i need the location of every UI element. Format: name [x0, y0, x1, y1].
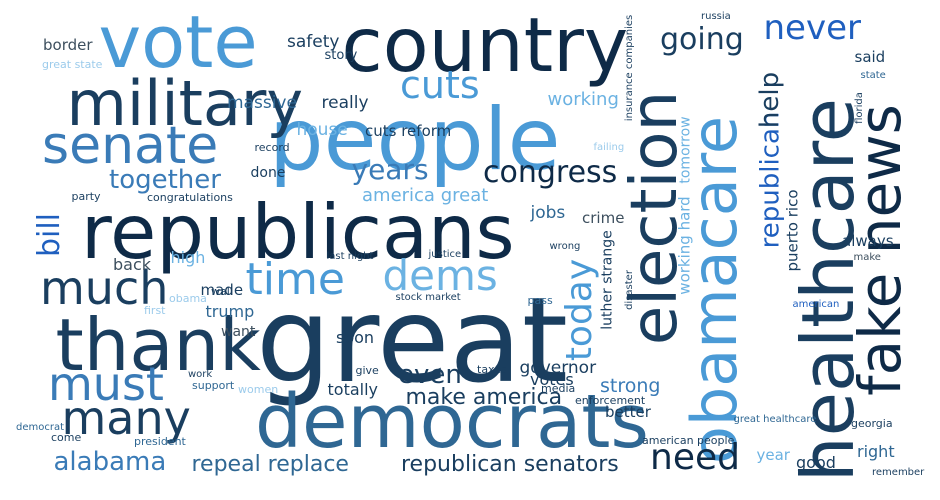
word-women: women — [238, 382, 279, 396]
word-remember: remember — [872, 467, 925, 478]
word-congratulations: congratulations — [147, 190, 233, 204]
word-governor: governor — [519, 357, 597, 378]
word-better: better — [605, 402, 651, 421]
word-american: american — [792, 299, 840, 310]
word-failing: failing — [593, 142, 625, 153]
word-luther-strange: luther strange — [599, 230, 616, 330]
word-military: military — [66, 67, 304, 140]
word-alabama: alabama — [53, 447, 167, 477]
word-going: going — [660, 22, 744, 57]
word-people: people — [269, 90, 561, 190]
word-taxes: taxes — [477, 362, 507, 376]
word-give: give — [355, 363, 379, 377]
word-last-night: last night — [326, 251, 374, 262]
word-bill: bill — [32, 212, 68, 258]
word-support: support — [192, 378, 235, 392]
word-working: working — [547, 89, 619, 110]
word-america-great: america great — [362, 185, 489, 206]
word-trump: trump — [205, 302, 255, 321]
word-wrong: wrong — [549, 241, 581, 252]
word-republicans: republicans — [81, 187, 515, 276]
word-time: time — [245, 254, 345, 305]
word-tomorrow: tomorrow — [677, 116, 694, 184]
word-said: said — [854, 47, 886, 66]
word-work: work — [188, 369, 213, 380]
word-great-state: great state — [42, 57, 103, 71]
word-congress: congress — [483, 155, 618, 190]
word-obama: obama — [169, 291, 207, 305]
word-first: first — [144, 303, 166, 317]
word-fake-news: fake news — [845, 104, 914, 396]
word-right: right — [857, 442, 895, 461]
word-insurance-companies: insurance companies — [624, 14, 636, 122]
word-today: today — [559, 258, 601, 362]
word-together: together — [109, 165, 221, 195]
word-great: great — [256, 271, 568, 409]
word-russia: russia — [701, 11, 731, 22]
word-strong: strong — [600, 374, 661, 397]
word-border: border — [43, 35, 93, 54]
word-pass: pass — [527, 293, 553, 307]
word-good: good — [796, 453, 836, 472]
word-year: year — [756, 445, 790, 464]
word-cuts: cuts — [400, 63, 480, 107]
word-make-america: make america — [405, 385, 563, 410]
word-help: help — [755, 71, 786, 129]
word-always: always — [842, 231, 894, 250]
word-jobs: jobs — [530, 202, 566, 223]
word-made: made — [200, 280, 244, 299]
word-totally: totally — [327, 380, 379, 399]
word-even: even — [398, 360, 462, 390]
word-dems: dems — [382, 251, 498, 300]
word-massive: massive — [227, 92, 297, 113]
word-working-hard: working hard — [675, 195, 694, 295]
word-justice: justice — [428, 249, 462, 260]
word-republican-senators: republican senators — [401, 452, 619, 477]
word-media: media — [541, 381, 576, 395]
word-senate: senate — [42, 116, 219, 176]
word-democrat: democrat — [16, 422, 65, 433]
word-georgia: georgia — [851, 416, 893, 430]
word-high: high — [170, 248, 206, 267]
word-want: want — [221, 324, 256, 340]
word-must: must — [48, 357, 164, 411]
word-state: state — [860, 70, 886, 81]
word-back: back — [113, 255, 152, 274]
word-repeal-replace: repeal replace — [191, 452, 349, 477]
word-democrats: democrats — [255, 379, 649, 465]
word-votes: votes — [530, 370, 574, 389]
word-years: years — [351, 153, 429, 186]
word-florida: florida — [853, 92, 865, 124]
word-come: come — [51, 430, 82, 444]
word-vote: vote — [98, 0, 258, 84]
word-much: much — [40, 261, 169, 315]
word-never: never — [763, 8, 861, 48]
word-president: president — [134, 434, 186, 448]
word-record: record — [254, 140, 290, 154]
word-puerto-rico: puerto rico — [783, 188, 802, 272]
word-need: need — [650, 437, 740, 478]
word-make: make — [853, 252, 881, 263]
word-great-healthcare: great healthcare — [733, 414, 817, 425]
word-safety: safety — [287, 31, 340, 52]
word-enforcement: enforcement — [575, 393, 646, 407]
word-party: party — [71, 189, 101, 203]
word-thank: thank — [55, 303, 261, 387]
word-story: story — [324, 47, 358, 63]
word-stock-market: stock market — [395, 292, 461, 303]
word-cuts-reform: cuts reform — [365, 121, 452, 140]
word-really: really — [321, 92, 369, 113]
word-done: done — [250, 165, 286, 181]
word-crime: crime — [582, 208, 625, 227]
word-many: many — [61, 391, 191, 445]
word-republican: republican — [754, 111, 785, 249]
word-wall: wall — [211, 284, 233, 298]
word-country: country — [341, 0, 629, 89]
word-american-people: american people — [642, 433, 735, 447]
word-soon: soon — [336, 328, 375, 347]
word-house: house — [296, 119, 348, 140]
word-disaster: disaster — [623, 270, 635, 310]
